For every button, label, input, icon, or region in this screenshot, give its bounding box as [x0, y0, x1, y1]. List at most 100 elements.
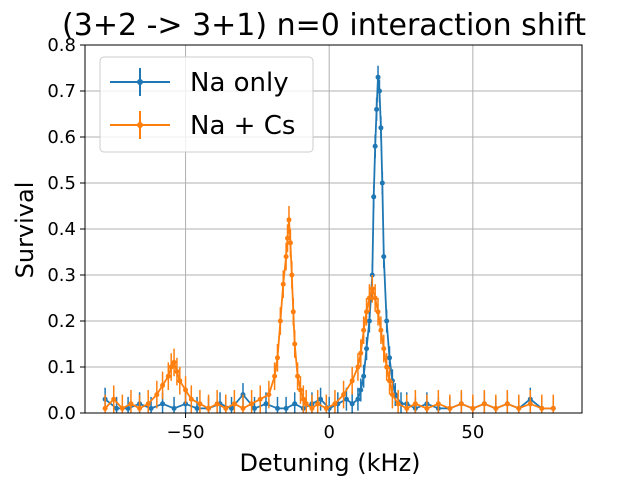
- data-point: [355, 364, 361, 370]
- data-point: [550, 405, 556, 411]
- data-point: [145, 401, 151, 407]
- y-tick-label: 0.8: [47, 35, 76, 56]
- data-point: [447, 405, 453, 411]
- data-point: [251, 405, 257, 411]
- data-point: [366, 295, 372, 301]
- data-point: [194, 405, 200, 411]
- data-point: [295, 373, 301, 379]
- data-point: [303, 401, 309, 407]
- data-point: [214, 401, 220, 407]
- data-point: [114, 405, 120, 411]
- data-point: [183, 387, 189, 393]
- data-point: [358, 387, 364, 393]
- data-point: [381, 254, 387, 260]
- data-point: [174, 369, 180, 375]
- data-point: [240, 405, 246, 411]
- data-point: [504, 401, 510, 407]
- data-point: [274, 405, 280, 411]
- data-point: [378, 327, 384, 333]
- data-point: [371, 194, 377, 200]
- data-point: [381, 346, 387, 352]
- data-point: [424, 405, 430, 411]
- data-point: [372, 143, 378, 149]
- data-point: [171, 359, 177, 365]
- data-point: [165, 373, 171, 379]
- data-point: [315, 401, 321, 407]
- data-point: [379, 180, 385, 186]
- data-point: [349, 401, 355, 407]
- data-point: [343, 396, 349, 402]
- data-point: [125, 405, 131, 411]
- data-point: [412, 401, 418, 407]
- data-point: [280, 281, 286, 287]
- data-point: [292, 341, 298, 347]
- data-point: [266, 392, 272, 398]
- data-point: [206, 405, 212, 411]
- data-point: [171, 405, 177, 411]
- y-tick-label: 0.0: [47, 403, 76, 424]
- data-point: [272, 373, 278, 379]
- data-point: [286, 217, 292, 223]
- data-point: [318, 396, 324, 402]
- data-point: [361, 327, 367, 333]
- data-point: [229, 405, 235, 411]
- data-point: [389, 392, 395, 398]
- data-point: [374, 106, 380, 112]
- y-tick-label: 0.6: [47, 127, 76, 148]
- legend-marker: [137, 79, 143, 85]
- data-point: [364, 309, 370, 315]
- x-tick-label: −50: [167, 422, 205, 443]
- data-point: [481, 401, 487, 407]
- data-point: [287, 240, 293, 246]
- data-point: [154, 392, 160, 398]
- data-point: [300, 396, 306, 402]
- data-point: [349, 378, 355, 384]
- data-point: [369, 286, 375, 292]
- data-point: [361, 373, 367, 379]
- y-tick-label: 0.1: [47, 357, 76, 378]
- data-point: [375, 309, 381, 315]
- data-point: [527, 401, 533, 407]
- data-point: [355, 396, 361, 402]
- data-point: [375, 74, 381, 80]
- data-point: [341, 392, 347, 398]
- chart-title: (3+2 -> 3+1) n=0 interaction shift: [62, 8, 586, 43]
- data-point: [470, 405, 476, 411]
- data-point: [160, 401, 166, 407]
- data-point: [148, 405, 154, 411]
- data-point: [395, 401, 401, 407]
- y-tick-label: 0.5: [47, 173, 76, 194]
- data-point: [387, 378, 393, 384]
- data-point: [332, 401, 338, 407]
- data-point: [257, 396, 263, 402]
- series-layer: [102, 65, 556, 413]
- legend-box: [99, 56, 314, 153]
- data-point: [539, 405, 545, 411]
- data-point: [285, 235, 291, 241]
- data-point: [292, 401, 298, 407]
- data-point: [168, 364, 174, 370]
- data-point: [102, 405, 108, 411]
- data-point: [137, 405, 143, 411]
- data-point: [283, 405, 289, 411]
- data-point: [111, 396, 117, 402]
- data-point: [387, 355, 393, 361]
- data-point: [289, 272, 295, 278]
- data-point: [223, 405, 229, 411]
- data-point: [493, 405, 499, 411]
- data-point: [384, 364, 390, 370]
- data-point: [366, 318, 372, 324]
- legend-label: Na + Cs: [190, 111, 295, 141]
- legend-label: Na only: [190, 68, 289, 98]
- data-point: [160, 382, 166, 388]
- y-axis-label: Survival: [11, 182, 39, 279]
- x-axis-label: Detuning (kHz): [239, 449, 420, 477]
- data-point: [128, 401, 134, 407]
- data-point: [263, 401, 269, 407]
- x-tick-label: 0: [323, 422, 334, 443]
- data-point: [283, 254, 289, 260]
- data-point: [378, 125, 384, 131]
- data-point: [188, 396, 194, 402]
- data-point: [274, 355, 280, 361]
- y-tick-label: 0.7: [47, 81, 76, 102]
